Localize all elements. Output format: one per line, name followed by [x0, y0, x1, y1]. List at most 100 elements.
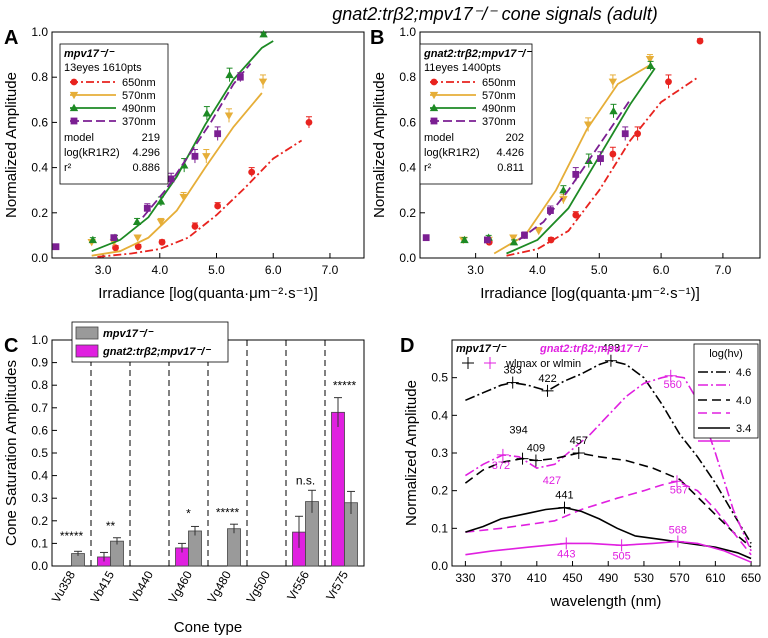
x-tick-label: 3.0 — [467, 263, 484, 277]
x-tick-label: Vg480 — [205, 568, 235, 605]
data-point — [224, 112, 234, 120]
data-point — [559, 186, 568, 194]
x-axis-label: Cone type — [174, 619, 242, 636]
fit-curve — [91, 92, 263, 257]
legend-label: 370nm — [122, 116, 156, 128]
data-point — [572, 170, 580, 178]
legend-stat-name: log(kR1R2) — [424, 147, 480, 159]
data-point — [259, 30, 268, 38]
y-tick-label: 0.2 — [431, 484, 448, 498]
x-tick-label: Vg460 — [166, 568, 196, 605]
peak-label: 441 — [555, 490, 573, 502]
plot-frame — [51, 31, 365, 259]
data-point — [191, 222, 199, 230]
y-tick-label: 0.2 — [31, 514, 48, 528]
legend-label: wlmax or wlmin — [505, 358, 581, 370]
fit-curve — [506, 67, 656, 255]
x-axis-label: wavelength (nm) — [550, 593, 662, 610]
x-tick-label: 330 — [455, 571, 475, 585]
y-tick-label: 0.4 — [399, 161, 416, 175]
data-point — [422, 234, 430, 242]
data-point — [483, 236, 491, 244]
legend-header: gnat2:trβ2;mpv17⁻/⁻ — [539, 343, 648, 355]
panel-letter: B — [370, 27, 384, 49]
x-tick-label: 370 — [491, 571, 511, 585]
legend-label: 4.0 — [736, 395, 751, 407]
x-tick-label: 650 — [741, 571, 761, 585]
legend-label: mpv17⁻/⁻ — [103, 328, 154, 340]
panel-C: C 0.0 0.1 0.2 0.3 0.4 0.5 0.6 0.7 0.8 0.9 1.0 Vu358 V… — [3, 321, 365, 636]
data-point — [665, 78, 672, 86]
data-point — [460, 235, 469, 244]
data-point — [52, 243, 60, 251]
y-tick-label: 0.6 — [399, 115, 416, 129]
legend-marker — [69, 91, 79, 100]
legend-label: 570nm — [122, 90, 156, 102]
x-tick-label: 4.0 — [529, 263, 546, 277]
x-tick-label: 6.0 — [265, 263, 282, 277]
legend-swatch — [75, 326, 99, 340]
legend-stat-name: model — [424, 132, 454, 144]
data-point — [258, 78, 268, 86]
peak-label: 409 — [527, 443, 545, 455]
y-tick-label: 0.5 — [431, 371, 448, 385]
peak-label: 427 — [543, 475, 561, 487]
legend-stat-name: model — [64, 132, 94, 144]
y-tick-label: 0.8 — [31, 378, 48, 392]
panel-letter: D — [400, 335, 414, 357]
peak-label: 372 — [492, 460, 510, 472]
spectral-curve — [465, 359, 752, 544]
data-point — [156, 197, 166, 205]
data-point — [133, 234, 142, 242]
x-tick-label: 3.0 — [95, 263, 112, 277]
y-tick-label: 0.1 — [31, 536, 48, 550]
legend-stat-value: 0.811 — [497, 162, 524, 174]
legend-label: 490nm — [122, 103, 156, 115]
panel-A: A 0.0 0.2 0.4 0.6 0.8 1.0 3.0 4.0 5.0 6.0 7.0 Irradi… — [3, 25, 365, 302]
spectral-curve — [464, 452, 752, 548]
y-axis-label: Cone Saturation Amplitudes — [3, 360, 20, 546]
y-tick-label: 1.0 — [31, 333, 48, 347]
data-point — [696, 37, 704, 45]
spectral-curve — [465, 540, 752, 563]
fit-curve — [506, 76, 699, 257]
x-tick-label: 530 — [634, 571, 654, 585]
legend-label: 370nm — [482, 116, 516, 128]
significance-label: n.s. — [296, 474, 315, 488]
data-point — [634, 130, 641, 138]
data-point — [156, 218, 166, 227]
peak-label: 383 — [504, 365, 522, 377]
legend-header: log(hν) — [709, 348, 743, 360]
peak-label: 505 — [612, 550, 630, 562]
legend-marker — [70, 117, 78, 125]
data-point — [609, 106, 618, 115]
legend-marker — [70, 78, 78, 86]
y-tick-label: 1.0 — [31, 25, 48, 39]
peak-label: 457 — [570, 435, 588, 447]
significance-label: ***** — [216, 505, 240, 519]
y-tick-label: 0.2 — [399, 206, 416, 220]
data-point — [645, 55, 655, 64]
bar — [110, 540, 124, 567]
x-axis-label: Irradiance [log(quanta·μm⁻²·s⁻¹)] — [98, 285, 318, 302]
data-point — [509, 234, 518, 242]
panel-B: B 0.0 0.2 0.4 0.6 0.8 1.0 3.0 4.0 5.0 6.0 7.0 Irradi… — [370, 25, 761, 302]
legend-box — [419, 43, 533, 185]
data-point — [202, 153, 211, 161]
x-tick-label: 610 — [705, 571, 725, 585]
x-tick-label: 7.0 — [715, 263, 732, 277]
y-tick-label: 0.4 — [31, 469, 48, 483]
y-tick-label: 0.1 — [431, 521, 448, 535]
x-tick-label: 4.0 — [151, 263, 168, 277]
data-point — [225, 70, 234, 79]
bar — [188, 530, 202, 567]
data-point — [597, 155, 604, 162]
legend-header: mpv17⁻/⁻ — [64, 48, 115, 60]
legend-label: 650nm — [122, 77, 156, 89]
x-axis-label: Irradiance [log(quanta·μm⁻²·s⁻¹)] — [480, 285, 700, 302]
legend-subheader: 11eyes 1400pts — [424, 62, 501, 74]
legend-header: gnat2:trβ2;mpv17⁻/⁻ — [423, 48, 532, 60]
x-tick-label: Vr556 — [284, 568, 312, 603]
peak-label: 443 — [557, 548, 575, 560]
x-tick-label: 490 — [598, 571, 618, 585]
